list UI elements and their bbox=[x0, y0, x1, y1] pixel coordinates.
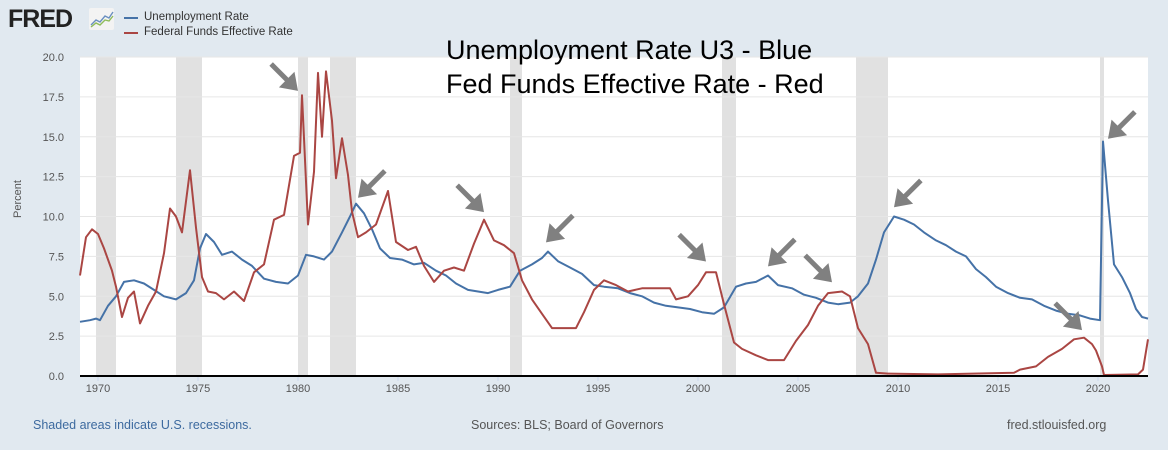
x-tick-label: 1970 bbox=[86, 383, 110, 395]
arrow-head bbox=[768, 247, 788, 267]
x-tick-label: 1985 bbox=[386, 383, 410, 395]
annotation-arrow-icon bbox=[1108, 110, 1137, 139]
chart-legend: Unemployment Rate Federal Funds Effectiv… bbox=[124, 10, 293, 40]
x-tick-label: 1990 bbox=[486, 383, 510, 395]
arrow-head bbox=[358, 178, 378, 198]
y-tick-label: 15.0 bbox=[43, 132, 64, 144]
annotation-arrow-icon bbox=[803, 253, 832, 283]
chart-line-icon bbox=[89, 8, 114, 30]
legend-item-fedfunds[interactable]: Federal Funds Effective Rate bbox=[124, 25, 293, 40]
annotation-arrow-icon bbox=[677, 232, 706, 262]
chart-annotation: Unemployment Rate U3 - Blue Fed Funds Ef… bbox=[446, 33, 824, 101]
annotation-line-1: Unemployment Rate U3 - Blue bbox=[446, 35, 813, 65]
arrow-shaft bbox=[366, 169, 387, 190]
y-tick-label: 2.5 bbox=[49, 331, 64, 343]
annotation-arrow-icon bbox=[358, 169, 387, 198]
arrow-shaft bbox=[677, 232, 698, 254]
arrow-head bbox=[812, 263, 832, 283]
fed-funds-rate-line[interactable] bbox=[79, 70, 1149, 376]
arrow-head bbox=[1062, 311, 1082, 331]
x-tick-label: 2010 bbox=[886, 383, 910, 395]
fred-logo[interactable]: FRED bbox=[8, 5, 73, 33]
arrow-shaft bbox=[269, 62, 290, 83]
annotation-arrow-icon bbox=[269, 62, 298, 91]
arrow-shaft bbox=[803, 253, 824, 275]
legend-swatch-blue bbox=[124, 16, 138, 19]
arrow-head bbox=[546, 223, 566, 243]
x-tick-label: 1975 bbox=[186, 383, 210, 395]
y-tick-label: 0.0 bbox=[49, 371, 64, 383]
x-tick-label: 2000 bbox=[686, 383, 710, 395]
x-tick-label: 2005 bbox=[786, 383, 810, 395]
y-tick-label: 20.0 bbox=[43, 52, 64, 64]
annotation-arrow-icon bbox=[768, 237, 797, 267]
y-tick-label: 10.0 bbox=[43, 212, 64, 224]
arrow-shaft bbox=[554, 213, 575, 235]
arrow-head bbox=[1108, 119, 1128, 139]
arrow-shaft bbox=[1116, 110, 1137, 131]
x-tick-label: 1995 bbox=[586, 383, 610, 395]
x-tick-label: 2015 bbox=[986, 383, 1010, 395]
sources-note: Sources: BLS; Board of Governors bbox=[471, 418, 664, 432]
annotation-line-2: Fed Funds Effective Rate - Red bbox=[446, 69, 824, 99]
y-tick-label: 5.0 bbox=[49, 291, 64, 303]
x-tick-label: 2020 bbox=[1086, 383, 1110, 395]
legend-label: Federal Funds Effective Rate bbox=[144, 26, 293, 38]
arrow-head bbox=[278, 71, 298, 91]
arrow-shaft bbox=[455, 183, 476, 204]
y-tick-label: 17.5 bbox=[43, 92, 64, 104]
arrow-shaft bbox=[902, 178, 923, 200]
recession-note: Shaded areas indicate U.S. recessions. bbox=[33, 418, 252, 432]
arrow-shaft bbox=[1053, 301, 1074, 322]
arrow-shaft bbox=[776, 237, 797, 259]
annotation-arrow-icon bbox=[455, 183, 484, 213]
arrow-head bbox=[894, 188, 914, 208]
site-link[interactable]: fred.stlouisfed.org bbox=[1007, 418, 1107, 432]
y-tick-label: 12.5 bbox=[43, 172, 64, 184]
unemployment-rate-line[interactable] bbox=[79, 140, 1149, 323]
arrow-head bbox=[686, 242, 706, 262]
x-tick-label: 1980 bbox=[286, 383, 310, 395]
legend-label: Unemployment Rate bbox=[144, 11, 249, 23]
annotation-arrow-icon bbox=[546, 213, 575, 243]
legend-swatch-red bbox=[124, 31, 138, 34]
legend-item-unemployment[interactable]: Unemployment Rate bbox=[124, 10, 293, 25]
y-tick-label: 7.5 bbox=[49, 251, 64, 263]
arrow-head bbox=[464, 193, 484, 213]
annotation-arrow-icon bbox=[1053, 301, 1082, 331]
annotation-arrow-icon bbox=[894, 178, 923, 208]
